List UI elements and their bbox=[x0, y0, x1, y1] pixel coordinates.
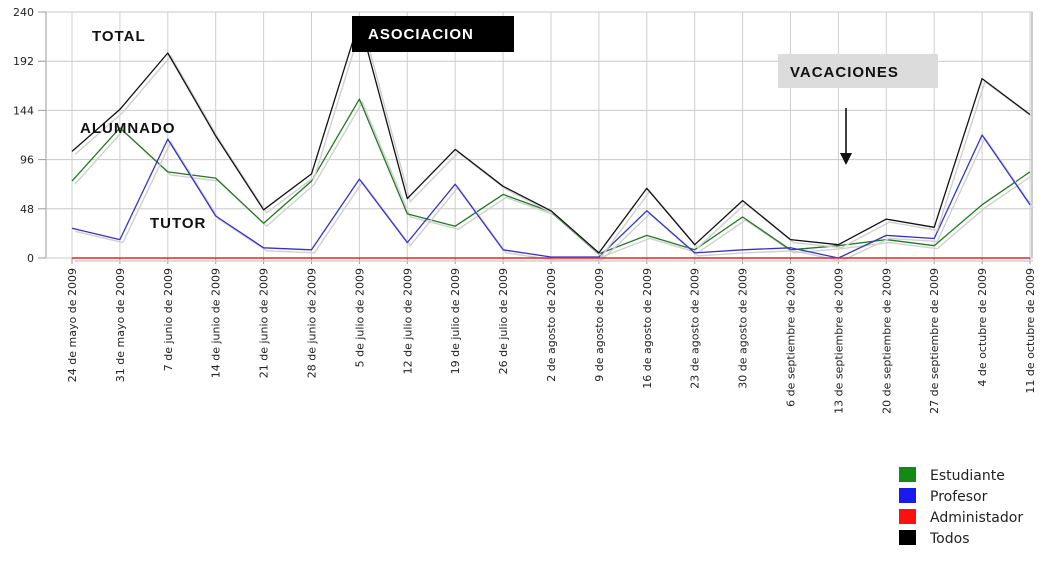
series-line-todos bbox=[71, 19, 1031, 254]
x-tick-label: 21 de junio de 2009 bbox=[258, 268, 271, 378]
x-tick-label: 7 de junio de 2009 bbox=[162, 268, 175, 371]
annotation-box-vacaciones bbox=[778, 54, 938, 88]
legend-swatch-todos bbox=[899, 530, 916, 545]
x-tick-label: 5 de julio de 2009 bbox=[353, 268, 366, 367]
annotation-alumnado: ALUMNADO bbox=[80, 120, 176, 137]
y-tick-label: 192 bbox=[13, 55, 34, 68]
x-tick-label: 20 de septiembre de 2009 bbox=[880, 268, 893, 414]
x-tick-label: 9 de agosto de 2009 bbox=[593, 268, 606, 382]
annotation-vacaciones: VACACIONES bbox=[790, 64, 899, 81]
x-tick-label: 14 de junio de 2009 bbox=[210, 268, 223, 378]
legend: Estudiante Profesor Administador Todos bbox=[899, 467, 1023, 547]
annotations: TOTAL ASOCIACION VACACIONES ALUMNADO TUTOR bbox=[80, 16, 938, 232]
annotation-total: TOTAL bbox=[92, 28, 146, 45]
series-lines bbox=[71, 19, 1034, 262]
x-tick-label: 27 de septiembre de 2009 bbox=[928, 268, 941, 414]
y-tick-label: 0 bbox=[27, 252, 34, 265]
legend-label-profesor: Profesor bbox=[930, 489, 988, 505]
x-tick-label: 31 de mayo de 2009 bbox=[114, 268, 127, 382]
y-tick-label: 144 bbox=[13, 104, 34, 117]
legend-label-estudiante: Estudiante bbox=[930, 468, 1005, 484]
x-tick-label: 16 de agosto de 2009 bbox=[641, 268, 654, 389]
legend-label-administador: Administador bbox=[930, 510, 1023, 526]
y-tick-label: 48 bbox=[20, 203, 34, 216]
x-tick-label: 4 de octubre de 2009 bbox=[976, 268, 989, 387]
x-tick-label: 28 de junio de 2009 bbox=[306, 268, 319, 378]
x-tick-label: 6 de septiembre de 2009 bbox=[785, 268, 798, 407]
x-tick-label: 2 de agosto de 2009 bbox=[545, 268, 558, 382]
legend-swatch-estudiante bbox=[899, 467, 916, 482]
y-tick-label: 96 bbox=[20, 154, 34, 167]
x-tick-label: 11 de octubre de 2009 bbox=[1024, 268, 1037, 394]
series-line-profesor bbox=[71, 134, 1031, 259]
x-tick-label: 13 de septiembre de 2009 bbox=[832, 268, 845, 414]
legend-swatch-administador bbox=[899, 509, 916, 524]
legend-label-todos: Todos bbox=[929, 531, 969, 547]
x-tick-label: 24 de mayo de 2009 bbox=[66, 268, 79, 382]
x-axis: 24 de mayo de 2009 31 de mayo de 2009 7 de… bbox=[66, 258, 1037, 414]
annotation-tutor: TUTOR bbox=[150, 215, 206, 232]
series-shadow-profesor bbox=[74, 136, 1034, 262]
annotation-arrow-head bbox=[840, 153, 852, 165]
y-tick-label: 240 bbox=[13, 6, 34, 19]
x-tick-label: 30 de agosto de 2009 bbox=[737, 268, 750, 389]
x-tick-label: 23 de agosto de 2009 bbox=[689, 268, 702, 389]
legend-swatch-profesor bbox=[899, 488, 916, 503]
x-tick-label: 12 de julio de 2009 bbox=[401, 268, 414, 374]
annotation-asociacion: ASOCIACION bbox=[368, 26, 474, 43]
x-tick-label: 19 de julio de 2009 bbox=[449, 268, 462, 374]
annotation-box-asociacion bbox=[352, 16, 514, 52]
x-tick-label: 26 de julio de 2009 bbox=[497, 268, 510, 374]
y-axis: 0 48 96 144 192 240 bbox=[13, 6, 46, 265]
